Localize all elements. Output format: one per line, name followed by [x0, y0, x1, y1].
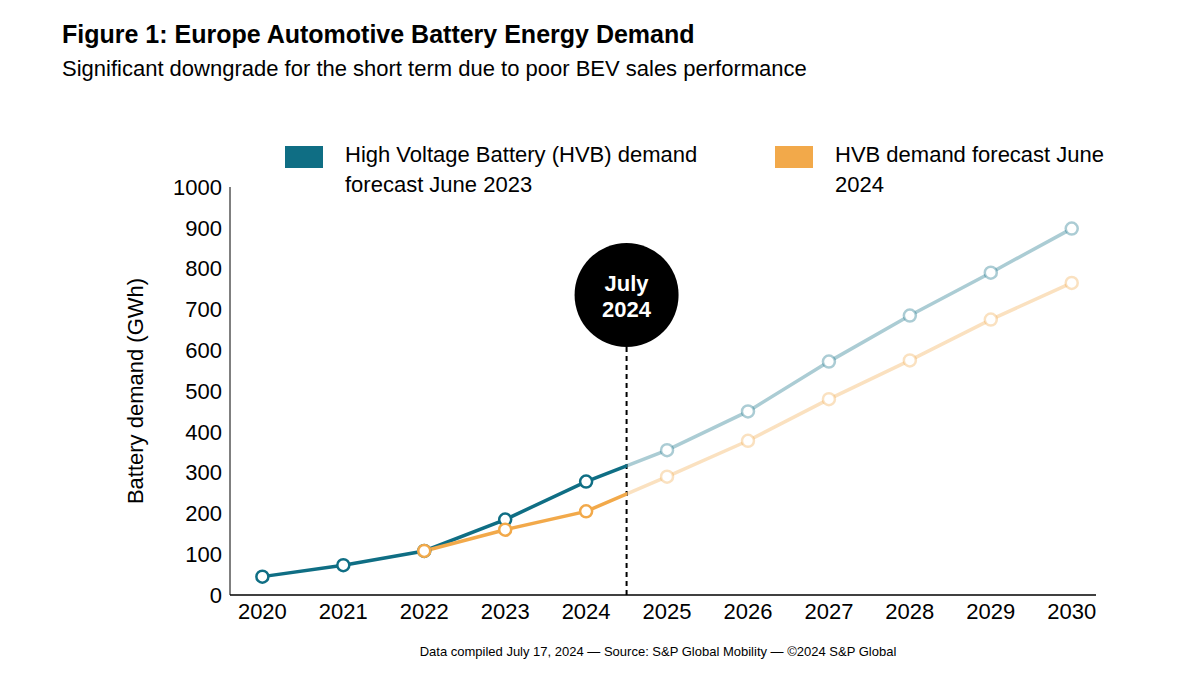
- svg-text:200: 200: [185, 501, 222, 526]
- html-text:Significant downgrade for the: Significant downgrade for the short term…: [62, 56, 807, 81]
- html-text:Battery demand (GWh): Battery demand (GWh): [123, 277, 148, 505]
- svg-text:2024: 2024: [562, 599, 611, 624]
- svg-text:700: 700: [185, 297, 222, 322]
- svg-text:800: 800: [185, 256, 222, 281]
- svg-text:July: July: [605, 271, 650, 296]
- svg-text:2028: 2028: [885, 599, 934, 624]
- svg-text:2026: 2026: [724, 599, 773, 624]
- svg-text:900: 900: [185, 216, 222, 241]
- svg-text:2021: 2021: [319, 599, 368, 624]
- svg-text:0: 0: [210, 583, 222, 608]
- svg-text:2029: 2029: [966, 599, 1015, 624]
- svg-text:300: 300: [185, 460, 222, 485]
- svg-text:2022: 2022: [400, 599, 449, 624]
- svg-text:2025: 2025: [643, 599, 692, 624]
- svg-text:500: 500: [185, 379, 222, 404]
- svg-text:2023: 2023: [481, 599, 530, 624]
- svg-text:2027: 2027: [804, 599, 853, 624]
- svg-text:600: 600: [185, 338, 222, 363]
- html-text:High Voltage Battery (HVB) dem: High Voltage Battery (HVB) demand foreca…: [345, 142, 698, 197]
- svg-text:2030: 2030: [1047, 599, 1096, 624]
- svg-text:100: 100: [185, 542, 222, 567]
- html-text:Data compiled July 17, 2024 —: Data compiled July 17, 2024 — Source: S&…: [419, 644, 897, 659]
- html-text:Figure 1: Europe Automotive Ba: Figure 1: Europe Automotive Battery Ener…: [62, 20, 695, 48]
- html-text:HVB demand forecast June 2024: HVB demand forecast June 2024: [835, 142, 1104, 197]
- svg-text:2020: 2020: [238, 599, 287, 624]
- svg-text:2024: 2024: [602, 297, 652, 322]
- svg-text:1000: 1000: [173, 175, 222, 200]
- svg-text:400: 400: [185, 420, 222, 445]
